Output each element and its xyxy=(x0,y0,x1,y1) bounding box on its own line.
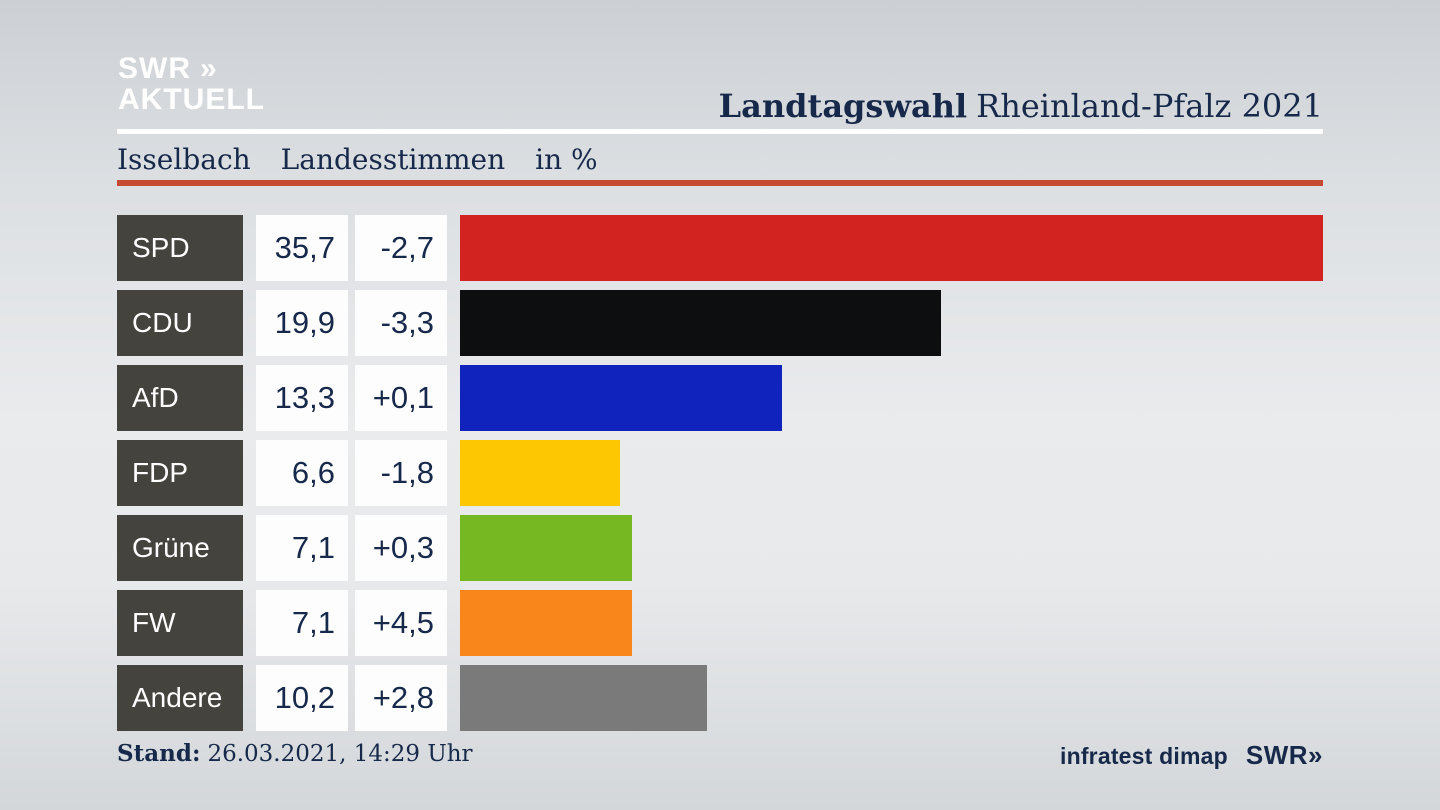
timestamp-label: Stand: xyxy=(117,740,201,767)
subtitle-category: Landesstimmen xyxy=(280,143,506,176)
party-change: +0,1 xyxy=(355,365,447,431)
subtitle-unit: in % xyxy=(535,143,598,176)
party-value: 7,1 xyxy=(256,515,348,581)
party-bar xyxy=(460,590,632,656)
logo-line-2: AKTUELL xyxy=(118,83,265,116)
page-title: Landtagswahl Rheinland-Pfalz 2021 xyxy=(719,87,1323,125)
party-bar xyxy=(460,365,782,431)
party-row: AfD 13,3 +0,1 xyxy=(117,365,1323,431)
party-change: +4,5 xyxy=(355,590,447,656)
party-row: FDP 6,6 -1,8 xyxy=(117,440,1323,506)
swr-logo: SWR» xyxy=(1246,740,1323,771)
subtitle-divider-red xyxy=(117,180,1323,186)
logo-line-1: SWR » xyxy=(118,53,265,84)
party-row: Andere 10,2 +2,8 xyxy=(117,665,1323,731)
bar-chart: SPD 35,7 -2,7 CDU 19,9 -3,3 AfD 13,3 +0,… xyxy=(117,215,1323,740)
party-label: FDP xyxy=(117,440,243,506)
double-chevron-icon: » xyxy=(200,52,217,85)
party-row: FW 7,1 +4,5 xyxy=(117,590,1323,656)
title-election: Landtagswahl xyxy=(718,87,968,125)
logo-swr-text: SWR xyxy=(118,52,191,85)
subtitle-region: Isselbach xyxy=(117,143,251,176)
party-bar xyxy=(460,290,941,356)
party-value: 35,7 xyxy=(256,215,348,281)
party-change: -3,3 xyxy=(355,290,447,356)
party-value: 13,3 xyxy=(256,365,348,431)
party-row: SPD 35,7 -2,7 xyxy=(117,215,1323,281)
header-divider-white xyxy=(117,129,1323,134)
timestamp: Stand: 26.03.2021, 14:29 Uhr xyxy=(117,740,473,767)
party-value: 10,2 xyxy=(256,665,348,731)
party-label: SPD xyxy=(117,215,243,281)
party-label: FW xyxy=(117,590,243,656)
party-change: +2,8 xyxy=(355,665,447,731)
party-label: CDU xyxy=(117,290,243,356)
party-value: 7,1 xyxy=(256,590,348,656)
swr-logo-chevron-icon: » xyxy=(1308,740,1323,770)
source-attribution: infratest dimap SWR» xyxy=(1060,740,1323,771)
party-value: 19,9 xyxy=(256,290,348,356)
party-value: 6,6 xyxy=(256,440,348,506)
party-bar xyxy=(460,440,620,506)
party-change: -1,8 xyxy=(355,440,447,506)
timestamp-value: 26.03.2021, 14:29 Uhr xyxy=(207,741,473,767)
party-bar xyxy=(460,215,1323,281)
party-row: Grüne 7,1 +0,3 xyxy=(117,515,1323,581)
party-label: AfD xyxy=(117,365,243,431)
party-change: +0,3 xyxy=(355,515,447,581)
party-bar xyxy=(460,665,707,731)
source-name: infratest dimap xyxy=(1059,743,1228,769)
party-bar xyxy=(460,515,632,581)
chart-subtitle: Isselbach Landesstimmen in % xyxy=(117,143,598,176)
swr-logo-text: SWR xyxy=(1245,740,1309,770)
party-label: Grüne xyxy=(117,515,243,581)
party-label: Andere xyxy=(117,665,243,731)
title-state-year: Rheinland-Pfalz 2021 xyxy=(976,87,1323,125)
party-row: CDU 19,9 -3,3 xyxy=(117,290,1323,356)
party-change: -2,7 xyxy=(355,215,447,281)
swr-aktuell-logo: SWR » AKTUELL xyxy=(118,53,265,115)
